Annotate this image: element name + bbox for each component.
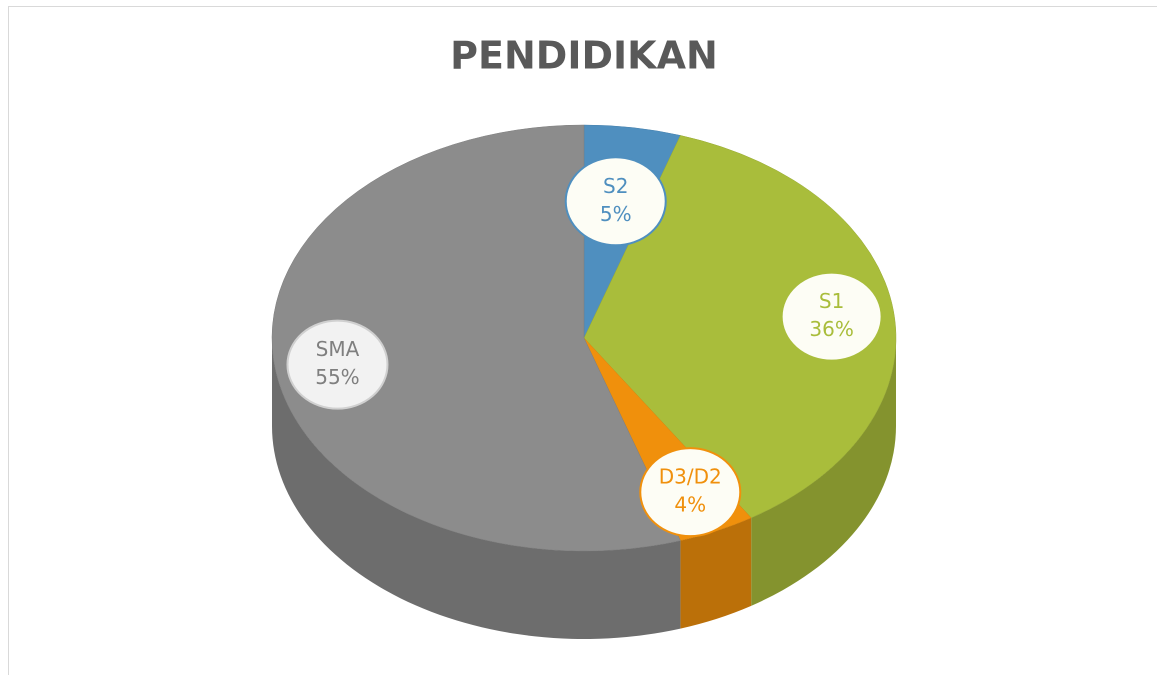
category-label: S1 xyxy=(819,289,844,313)
data-label: 4% xyxy=(674,493,706,517)
data-label: 55% xyxy=(315,365,359,389)
category-label: S2 xyxy=(603,174,628,198)
category-label: SMA xyxy=(316,337,360,361)
data-label: 5% xyxy=(600,202,632,226)
data-label: 36% xyxy=(809,317,853,341)
category-label: D3/D2 xyxy=(659,465,722,489)
chart-title: PENDIDIKAN xyxy=(450,34,718,78)
